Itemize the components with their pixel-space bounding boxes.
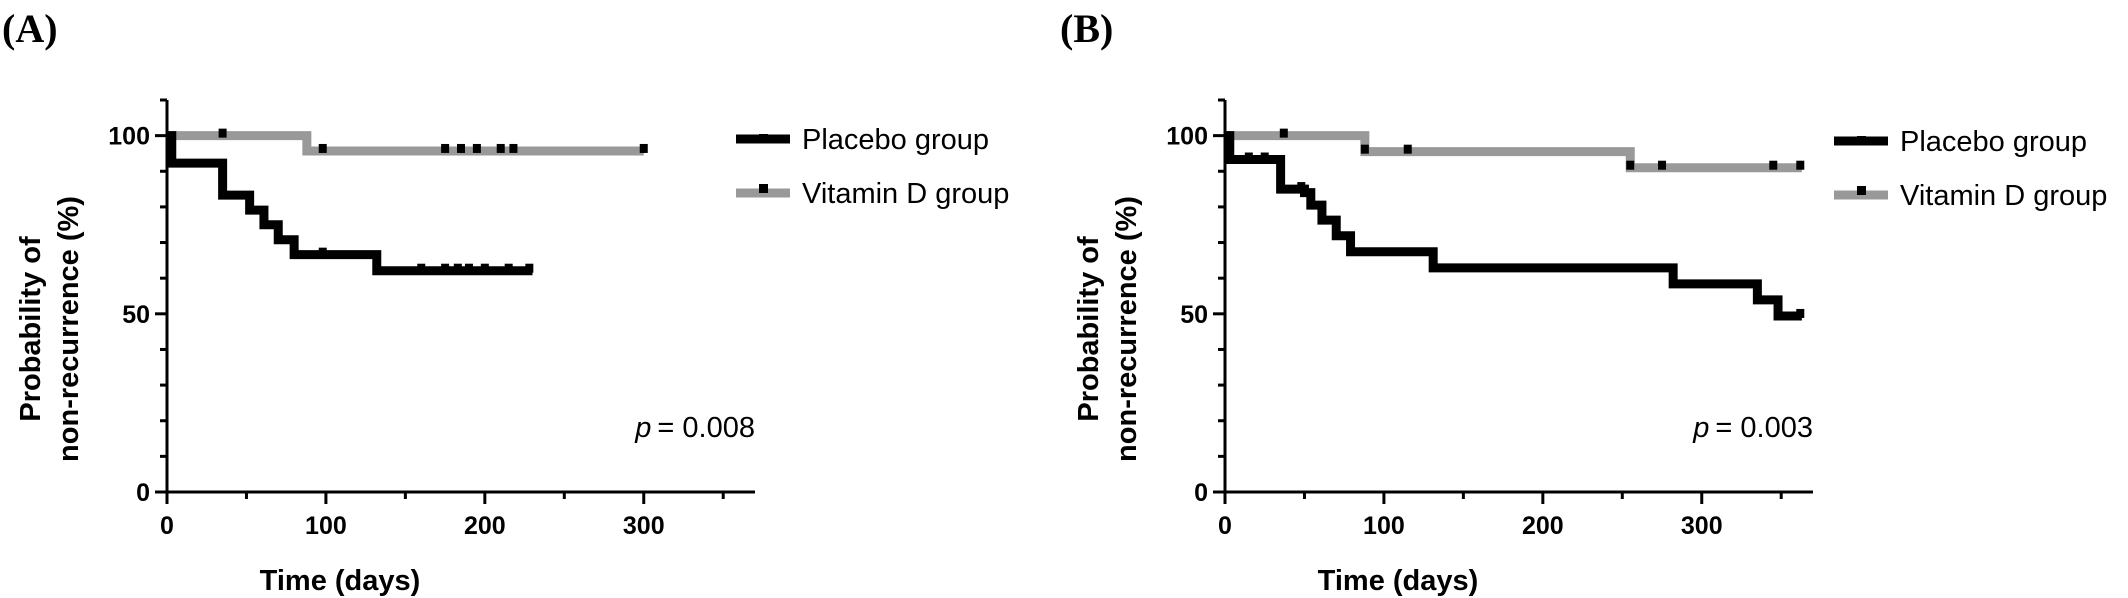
panel-a-censor-mark-placebo xyxy=(441,263,450,273)
panel-a-censor-mark-vitamind xyxy=(457,143,465,153)
panel-b-legend-marker-vitamind xyxy=(1857,186,1866,195)
panel-a-censor-mark-placebo xyxy=(525,263,534,273)
panel-b-censor-mark-vitamind xyxy=(1658,160,1667,170)
panel-a-ylabel-line2: non-recurrence (%) xyxy=(53,196,85,462)
panel-b-pvalue-symbol: p xyxy=(1692,412,1709,444)
panel-b-plot: 0 50 100 0 100 200 300 xyxy=(1166,98,1813,540)
panel-b-pvalue-value: = 0.003 xyxy=(1715,412,1813,444)
panel-a-censor-mark-placebo xyxy=(504,263,513,273)
panel-a-legend-label-vitamind: Vitamin D group xyxy=(802,178,1009,210)
panel-a-censor-mark-placebo xyxy=(453,263,462,273)
panel-b-label: (B) xyxy=(1060,6,1113,51)
panel-b-legend-label-placebo: Placebo group xyxy=(1900,126,2087,158)
panel-b-series-vitamind xyxy=(1225,131,1802,173)
panel-b-ytick-label-0: 0 xyxy=(1194,479,1208,507)
panel-a-pvalue-value: = 0.008 xyxy=(657,412,755,444)
panel-a-series-vitamind xyxy=(167,131,644,156)
panel-b-legend-marker-placebo xyxy=(1857,136,1866,145)
panel-b-censor-mark-vitamind xyxy=(1769,160,1778,170)
panel-a-ytick-label-100: 100 xyxy=(108,123,150,151)
panel-b-censor-mark-vitamind xyxy=(1796,160,1805,170)
panel-a-censor-mark-vitamind xyxy=(318,143,327,153)
panel-b-legend-label-vitamind: Vitamin D group xyxy=(1900,180,2107,212)
panel-a-legend-marker-placebo xyxy=(759,134,768,143)
panel-a-legend-marker-vitamind xyxy=(759,184,768,193)
panel-a-censor-mark-vitamind xyxy=(509,143,518,153)
panel-a-xtick-label-300: 300 xyxy=(623,512,665,540)
panel-b-censor-mark-vitamind xyxy=(1626,160,1635,170)
panel-a-censor-mark-vitamind xyxy=(441,143,450,153)
panel-b: (B) 0 50 100 0 100 200 300 Probability of non-… xyxy=(1060,6,2107,597)
panel-b-censor-mark-placebo xyxy=(1796,308,1805,318)
panel-b-ylabel-line2: non-recurrence (%) xyxy=(1111,196,1143,462)
panel-b-series-placebo xyxy=(1225,131,1802,321)
panel-a-ylabel-line1: Probability of xyxy=(15,236,47,422)
panel-b-censor-mark-placebo xyxy=(1244,152,1253,162)
panel-b-xtick-label-0: 0 xyxy=(1218,512,1232,540)
panel-a-censor-mark-placebo xyxy=(417,263,426,273)
panel-b-legend: Placebo group Vitamin D group xyxy=(1834,126,2107,212)
panel-a-censor-mark-placebo xyxy=(464,263,473,273)
panel-b-pvalue: p = 0.003 xyxy=(1692,412,1813,444)
panel-b-censor-mark-placebo xyxy=(1297,182,1306,192)
panel-a-series-placebo xyxy=(167,131,533,276)
panel-a-xtick-label-200: 200 xyxy=(464,512,506,540)
panel-a-censor-mark-placebo xyxy=(318,247,327,257)
panel-b-xtick-label-200: 200 xyxy=(1522,512,1564,540)
panel-b-censor-mark-vitamind xyxy=(1403,144,1412,154)
panel-b-xtick-label-300: 300 xyxy=(1681,512,1723,540)
panel-b-xtick-label-100: 100 xyxy=(1363,512,1405,540)
panel-b-ytick-label-100: 100 xyxy=(1166,123,1208,151)
panel-b-ylabel-line1: Probability of xyxy=(1073,236,1105,422)
panel-b-censor-mark-placebo xyxy=(1260,152,1269,162)
panel-a: (A) 0 50 100 0 100 200 300 Probability of non-… xyxy=(2,6,1009,597)
panel-b-censor-mark-vitamind xyxy=(1279,128,1288,138)
panel-b-ytick-label-50: 50 xyxy=(1180,301,1208,329)
panel-a-censor-mark-placebo xyxy=(480,263,489,273)
panel-a-censor-mark-vitamind xyxy=(218,128,227,138)
panel-a-censor-mark-vitamind xyxy=(472,143,481,153)
panel-a-pvalue-symbol: p xyxy=(634,412,651,444)
panel-a-censor-mark-vitamind xyxy=(496,143,505,153)
panel-a-legend-label-placebo: Placebo group xyxy=(802,124,989,156)
panel-a-censor-mark-vitamind xyxy=(639,143,648,153)
panel-a-xlabel: Time (days) xyxy=(260,565,421,597)
panel-a-plot: 0 50 100 0 100 200 300 xyxy=(108,98,755,540)
panel-a-ytick-label-0: 0 xyxy=(136,479,150,507)
panel-a-ytick-label-50: 50 xyxy=(122,301,150,329)
panel-a-label: (A) xyxy=(2,6,58,51)
panel-b-xlabel: Time (days) xyxy=(1318,565,1479,597)
panel-a-xtick-label-100: 100 xyxy=(305,512,347,540)
panel-a-xtick-label-0: 0 xyxy=(160,512,174,540)
panel-a-pvalue: p = 0.008 xyxy=(634,412,755,444)
panel-a-legend: Placebo group Vitamin D group xyxy=(736,124,1009,210)
panel-b-censor-mark-vitamind xyxy=(1360,144,1369,154)
